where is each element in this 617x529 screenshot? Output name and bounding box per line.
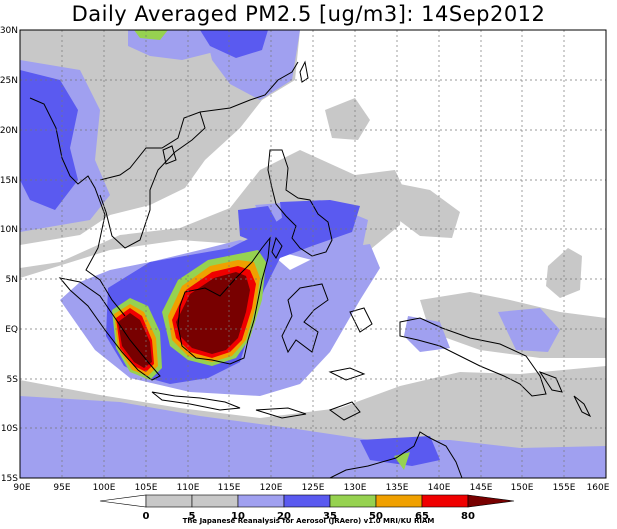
coast-hainan bbox=[162, 145, 177, 165]
lat-label-5s: 5S bbox=[7, 375, 19, 385]
lon-label-135e: 135E bbox=[386, 483, 409, 493]
coast-timor bbox=[328, 401, 361, 421]
colorbar-label-65: 65 bbox=[415, 511, 429, 522]
coast-borneo-ne bbox=[271, 236, 283, 259]
coast-halmahera bbox=[349, 307, 373, 333]
lon-label-130e: 130E bbox=[344, 483, 367, 493]
lat-label-15s: 15S bbox=[1, 474, 18, 484]
coast-seram bbox=[328, 367, 366, 381]
colorbar-label-10: 10 bbox=[231, 511, 245, 522]
coast-sumatra bbox=[58, 277, 161, 381]
coast-borneo bbox=[177, 236, 271, 365]
colorbar-label-35: 35 bbox=[323, 511, 337, 522]
lon-label-145e: 145E bbox=[470, 483, 493, 493]
coastlines bbox=[29, 60, 592, 478]
colorbar-segment-65-80 bbox=[375, 494, 423, 508]
pm25-map bbox=[20, 30, 606, 478]
colorbar-label-0: 0 bbox=[143, 511, 150, 522]
colorbar-segment-80 bbox=[421, 494, 469, 508]
lon-label-95e: 95E bbox=[53, 483, 70, 493]
lat-label-10n: 10N bbox=[0, 225, 18, 235]
colorbar-label-5: 5 bbox=[189, 511, 196, 522]
lon-label-140e: 140E bbox=[428, 483, 451, 493]
colorbar bbox=[99, 494, 515, 508]
coast-philippines bbox=[267, 149, 333, 257]
colorbar-label-20: 20 bbox=[277, 511, 291, 522]
coast-south-china bbox=[199, 61, 299, 113]
coast-sulawesi bbox=[281, 283, 329, 354]
colorbar-segment-0-5 bbox=[99, 494, 147, 508]
lat-label-eq: EQ bbox=[5, 325, 18, 335]
colorbar-segment-20-35 bbox=[237, 494, 285, 508]
coast-indochina-west bbox=[29, 97, 126, 317]
lat-label-25n: 25N bbox=[0, 76, 18, 86]
lon-label-160e: 160E bbox=[587, 483, 610, 493]
coast-solomon bbox=[573, 395, 592, 418]
colorbar-label-80: 80 bbox=[461, 511, 475, 522]
lon-label-110e: 110E bbox=[177, 483, 200, 493]
map-frame bbox=[19, 29, 607, 479]
lon-label-115e: 115E bbox=[218, 483, 241, 493]
lon-label-155e: 155E bbox=[553, 483, 576, 493]
lon-label-120e: 120E bbox=[260, 483, 283, 493]
lat-axis: 30N 25N 20N 15N 10N 5N EQ 5S 10S 15S bbox=[0, 26, 18, 484]
colorbar-label-50: 50 bbox=[369, 511, 383, 522]
map-title: Daily Averaged PM2.5 [ug/m3]: 14Sep2012 bbox=[71, 2, 546, 26]
lon-label-150e: 150E bbox=[511, 483, 534, 493]
lat-label-20n: 20N bbox=[0, 126, 18, 136]
colorbar-labels: 0 5 10 20 35 50 65 80 bbox=[143, 511, 475, 522]
coast-java bbox=[151, 391, 241, 411]
coast-vietnam bbox=[99, 111, 206, 249]
footer-credit: The Japanese Reanalysis for Aerosol (JRA… bbox=[182, 517, 435, 525]
coast-taiwan bbox=[299, 60, 309, 83]
colorbar-segment-35-50 bbox=[283, 494, 331, 508]
lat-label-30n: 30N bbox=[0, 26, 18, 36]
coast-new-britain bbox=[538, 370, 563, 393]
lat-label-5n: 5N bbox=[6, 275, 18, 285]
pm25-band-80-plus bbox=[118, 272, 250, 368]
lon-label-125e: 125E bbox=[302, 483, 325, 493]
lon-label-100e: 100E bbox=[93, 483, 116, 493]
coast-lesser-sunda bbox=[255, 407, 307, 419]
lon-label-105e: 105E bbox=[135, 483, 158, 493]
colorbar-segment-50-65 bbox=[329, 494, 377, 508]
lat-label-10s: 10S bbox=[1, 424, 18, 434]
colorbar-segment-over bbox=[467, 494, 515, 508]
colorbar-segment-5-10 bbox=[145, 494, 193, 508]
coast-new-guinea bbox=[399, 317, 547, 397]
lon-label-90e: 90E bbox=[13, 483, 30, 493]
lat-label-15n: 15N bbox=[0, 176, 18, 186]
coast-australia-north bbox=[329, 431, 463, 478]
colorbar-segment-10-20 bbox=[191, 494, 239, 508]
lon-axis: 90E 95E 100E 105E 110E 115E 120E 125E 13… bbox=[13, 483, 609, 493]
